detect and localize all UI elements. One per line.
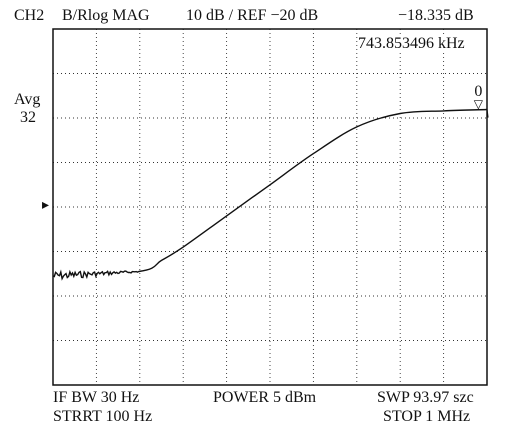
power-label: POWER 5 dBm xyxy=(213,389,317,406)
plot-frame xyxy=(52,28,488,386)
start-frequency-label: STRRT 100 Hz xyxy=(53,408,153,425)
format-label: B/Rlog MAG xyxy=(62,7,150,24)
marker-frequency-readout: 743.853496 kHz xyxy=(358,35,465,52)
marker-number-label: 0 xyxy=(474,83,482,100)
if-bw-label: IF BW 30 Hz xyxy=(53,389,140,406)
marker-triangle-icon: ▽ xyxy=(474,97,484,111)
trace-end-drop xyxy=(486,109,489,118)
sweep-time-label: SWP 93.97 szc xyxy=(377,389,474,406)
trace-line xyxy=(52,108,488,281)
avg-label: Avg xyxy=(14,91,41,108)
reference-pointer-icon: ▸ xyxy=(42,198,50,213)
marker-value-readout: −18.335 dB xyxy=(398,7,474,24)
scale-label: 10 dB / REF −20 dB xyxy=(186,7,319,24)
stop-frequency-label: STOP 1 MHz xyxy=(383,408,471,425)
avg-count: 32 xyxy=(20,109,36,126)
channel-label: CH2 xyxy=(14,7,45,24)
